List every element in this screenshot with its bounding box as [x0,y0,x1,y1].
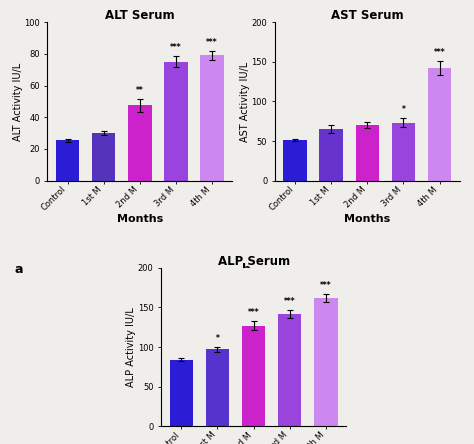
Y-axis label: ALT Activity IU/L: ALT Activity IU/L [13,62,23,141]
Text: ***: *** [284,297,296,306]
X-axis label: Months: Months [344,214,391,224]
Text: ***: *** [434,48,446,57]
Text: ***: *** [170,44,182,52]
Text: a: a [14,263,23,276]
Bar [92,133,116,181]
Bar [319,129,343,181]
Text: ***: *** [320,281,332,290]
Title: AST Serum: AST Serum [331,9,404,22]
Bar [356,125,379,181]
Title: ALT Serum: ALT Serum [105,9,174,22]
X-axis label: Months: Months [117,214,163,224]
Text: ***: *** [248,308,259,317]
Text: ***: *** [206,38,218,47]
Bar [206,349,229,426]
Bar [164,62,188,181]
Bar [428,68,451,181]
Bar [170,360,193,426]
Bar [278,314,301,426]
Bar [242,325,265,426]
Bar [201,56,224,181]
Y-axis label: AST Activity IU/L: AST Activity IU/L [240,61,250,142]
Bar [283,140,307,181]
Bar [56,140,79,181]
Y-axis label: ALP Activity IU/L: ALP Activity IU/L [127,307,137,387]
Text: **: ** [136,86,144,95]
Title: ALP Serum: ALP Serum [218,255,290,268]
Bar [314,298,337,426]
Text: *: * [216,334,219,343]
Text: *: * [401,106,405,115]
Bar [128,105,152,181]
Bar [392,123,415,181]
Text: b: b [242,263,251,276]
